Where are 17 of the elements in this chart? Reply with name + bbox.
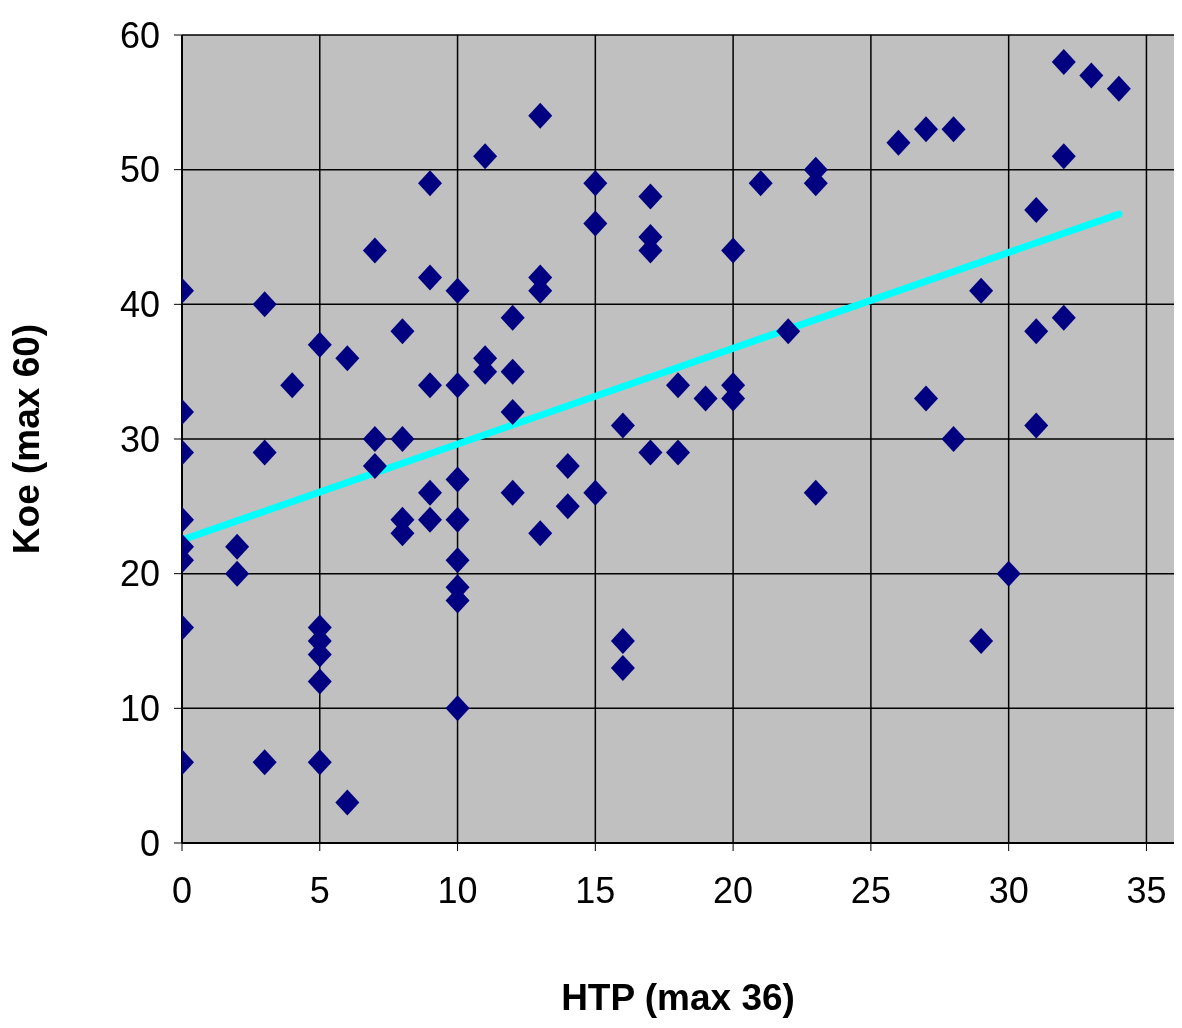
y-tick-label: 40 <box>119 284 160 326</box>
x-tick-label: 0 <box>171 869 193 911</box>
x-axis-title: HTP (max 36) <box>561 977 795 1018</box>
y-tick-label: 60 <box>119 14 160 56</box>
y-tick-label: 0 <box>139 822 160 864</box>
y-tick-label: 30 <box>119 418 160 460</box>
x-tick-label: 25 <box>850 869 891 911</box>
y-axis-title: Koe (max 60) <box>6 323 48 555</box>
x-tick-label: 20 <box>713 869 754 911</box>
y-tick-label: 50 <box>119 149 160 191</box>
x-tick-label: 35 <box>1126 869 1167 911</box>
y-tick-label: 10 <box>119 688 160 730</box>
x-tick-label: 15 <box>575 869 616 911</box>
x-tick-label: 5 <box>309 869 330 911</box>
x-tick-label: 10 <box>437 869 478 911</box>
x-tick-label: 30 <box>988 869 1029 911</box>
y-tick-label: 20 <box>119 553 160 595</box>
